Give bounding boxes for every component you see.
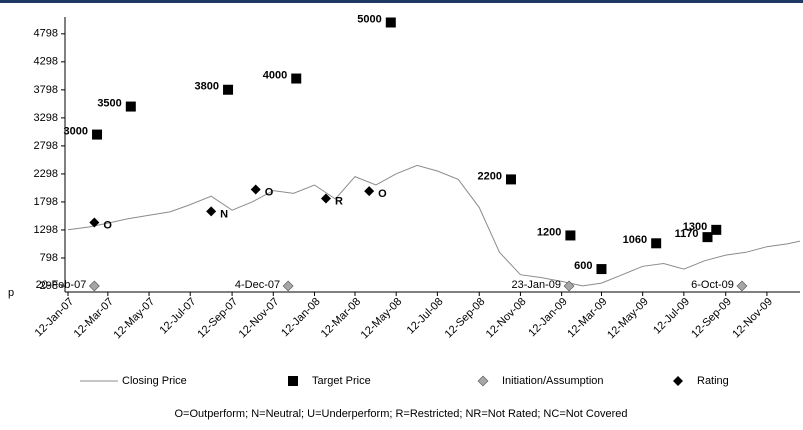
x-tick-label: 12-Jan-08 (279, 296, 323, 340)
initiation-marker (563, 280, 575, 292)
target-price-marker (125, 101, 136, 112)
x-tick-label: 12-Sep-08 (443, 296, 488, 341)
data-label: 4000 (263, 69, 287, 81)
x-tick-label: 12-Sep-07 (195, 296, 240, 341)
x-tick-label: 12-Mar-07 (72, 296, 116, 340)
x-tick-label: 12-Nov-08 (484, 296, 529, 341)
data-label: 1300 (683, 221, 707, 233)
rating-marker (206, 206, 217, 217)
point-label: O (378, 188, 387, 200)
top-rule (0, 0, 803, 3)
point-label: O (103, 219, 112, 231)
x-tick-label: 12-Jan-09 (526, 296, 570, 340)
data-label: 1170 (675, 228, 699, 240)
x-tick-label: 12-May-09 (605, 296, 651, 342)
point-label: 4-Dec-07 (235, 279, 280, 291)
rating-marker (250, 184, 261, 195)
initiation-marker (282, 280, 294, 292)
x-tick-label: 12-Nov-09 (730, 296, 775, 341)
y-tick-label: 2298 (34, 168, 58, 180)
target-price-marker (505, 174, 516, 185)
target-price-marker (702, 232, 713, 243)
target-price-marker (223, 84, 234, 95)
legend-label: Rating (697, 375, 729, 387)
point-label: R (335, 195, 343, 207)
y-tick-label: 4798 (34, 28, 58, 40)
data-label: 2200 (477, 170, 501, 182)
legend-label: Target Price (312, 375, 371, 387)
x-tick-label: 12-May-08 (359, 296, 405, 342)
target-price-marker (711, 224, 722, 235)
target-price-marker (565, 230, 576, 241)
target-price-marker (92, 129, 103, 140)
x-tick-label: 12-Sep-09 (689, 296, 734, 341)
point-label: 20-Feb-07 (36, 279, 87, 291)
y-axis-label: p (8, 287, 14, 299)
x-tick-label: 12-Jan-07 (33, 296, 77, 340)
point-label: 23-Jan-09 (512, 279, 562, 291)
legend-swatch (477, 375, 489, 387)
x-tick-label: 12-Mar-09 (565, 296, 609, 340)
footnote: O=Outperform; N=Neutral; U=Underperform;… (174, 408, 627, 420)
point-label: N (220, 208, 228, 220)
y-tick-label: 1298 (34, 224, 58, 236)
data-label: 1060 (623, 234, 647, 246)
data-label: 1200 (537, 226, 561, 238)
y-tick-label: 798 (40, 252, 58, 264)
x-tick-label: 12-Mar-08 (319, 296, 363, 340)
y-tick-label: 4298 (34, 56, 58, 68)
x-tick-label: 12-Jul-09 (651, 296, 692, 337)
point-label: 6-Oct-09 (691, 279, 734, 291)
data-label: 5000 (357, 13, 381, 25)
y-tick-label: 2798 (34, 140, 58, 152)
legend-label: Initiation/Assumption (502, 375, 604, 387)
target-price-marker (291, 73, 302, 84)
initiation-marker (736, 280, 748, 292)
x-tick-label: 12-May-07 (112, 296, 158, 342)
target-price-marker (651, 238, 662, 249)
target-price-marker (596, 264, 607, 275)
data-label: 600 (574, 260, 592, 272)
rating-marker (320, 193, 331, 204)
data-label: 3000 (64, 125, 88, 137)
x-tick-label: 12-Jul-08 (405, 296, 446, 337)
legend-swatch (288, 376, 298, 386)
closing-price-line (67, 164, 801, 287)
target-price-marker (385, 17, 396, 28)
y-tick-label: 3798 (34, 84, 58, 96)
y-tick-label: 3298 (34, 112, 58, 124)
point-label: O (265, 186, 274, 198)
data-label: 3800 (195, 81, 219, 93)
initiation-marker (88, 280, 100, 292)
y-tick-label: 298 (40, 280, 58, 292)
x-tick-label: 12-Jul-07 (157, 296, 198, 337)
data-label: 3500 (97, 97, 121, 109)
legend-swatch (673, 376, 683, 386)
y-tick-label: 1798 (34, 196, 58, 208)
legend-label: Closing Price (122, 375, 187, 387)
x-tick-label: 12-Nov-07 (237, 296, 282, 341)
rating-marker (364, 186, 375, 197)
rating-marker (89, 217, 100, 228)
